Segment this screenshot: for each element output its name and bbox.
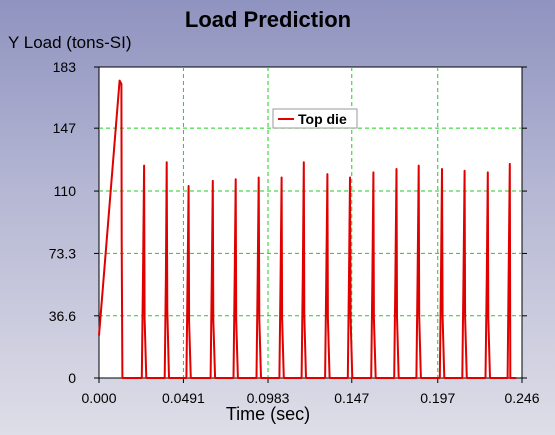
y-tick-label: 73.3 <box>49 245 76 261</box>
x-tick-label: 0.0983 <box>247 390 290 406</box>
y-tick-label: 147 <box>53 120 77 136</box>
x-tick-label: 0.147 <box>334 390 369 406</box>
x-axis-label: Time (sec) <box>226 404 310 424</box>
y-tick-label: 110 <box>54 183 77 199</box>
y-tick-label: 36.6 <box>49 308 76 324</box>
y-tick-label: 183 <box>53 59 77 75</box>
x-tick-label: 0.197 <box>420 390 455 406</box>
legend: Top die <box>272 108 358 129</box>
x-tick-label: 0.0491 <box>162 390 205 406</box>
chart-title: Load Prediction <box>185 7 351 32</box>
y-tick-label: 0 <box>68 370 76 386</box>
x-tick-label: 0.000 <box>81 390 116 406</box>
y-axis-label: Y Load (tons-SI) <box>8 33 131 52</box>
legend-label-top-die: Top die <box>298 111 347 127</box>
series-line-top-die <box>98 79 517 379</box>
legend-box <box>272 108 358 129</box>
grid-lines <box>99 67 522 378</box>
axis-ticks: 0.000 0.0491 0.0983 0.147 0.197 0.246 0 36.6 73.… <box>49 59 540 406</box>
series-layer <box>98 79 517 379</box>
x-tick-label: 0.246 <box>504 390 539 406</box>
